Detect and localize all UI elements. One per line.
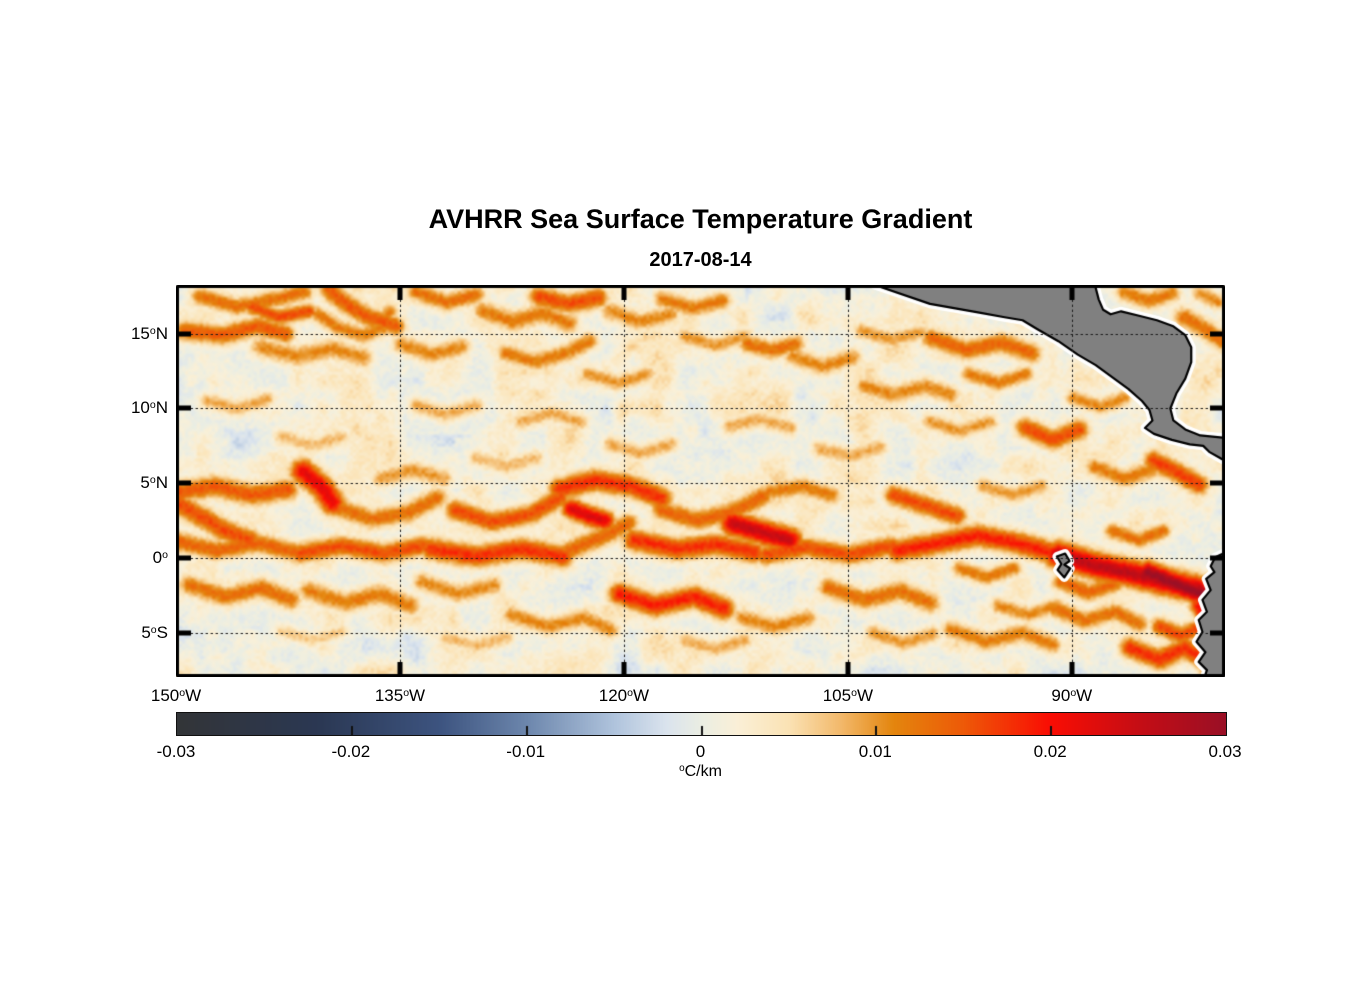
tick-value: 0	[152, 547, 163, 567]
degree-sup: o	[150, 623, 157, 636]
hemisphere: N	[155, 323, 168, 343]
hemisphere: W	[633, 686, 650, 705]
degree-sup: o	[627, 686, 633, 699]
colorbar-tick-label: 0.03	[1208, 742, 1242, 761]
degree-sup: o	[1070, 686, 1077, 699]
tick-value: 15	[130, 323, 150, 343]
x-axis-tick-label-105w: 105oW	[823, 685, 873, 707]
y-axis-tick-label-10n: 10oN	[98, 397, 168, 419]
degree-sup: o	[149, 324, 156, 337]
tick-value: 150	[150, 686, 180, 705]
hemisphere: W	[409, 686, 426, 705]
degree-sup: o	[162, 548, 168, 561]
tick-value: 120	[598, 686, 628, 705]
hemisphere: S	[156, 622, 168, 642]
colorbar-tick-label: -0.02	[331, 742, 371, 761]
x-axis-tick-label-90w: 90oW	[1051, 685, 1092, 707]
unit-text: C/km	[684, 763, 722, 780]
colorbar-tick-label: 0.01	[858, 742, 892, 761]
colorbar	[176, 712, 1227, 736]
tick-value: 90	[1051, 686, 1071, 705]
colorbar-tick-label: -0.03	[156, 742, 196, 761]
x-axis-tick-label-120w: 120oW	[599, 685, 649, 707]
hemisphere: W	[1076, 686, 1093, 705]
hemisphere: N	[155, 473, 168, 493]
y-axis-tick-label-0: 0o	[98, 547, 168, 569]
degree-sup: o	[179, 686, 186, 699]
degree-sup: o	[679, 763, 685, 775]
hemisphere: W	[856, 686, 873, 705]
x-axis-tick-label-150w: 150oW	[151, 685, 201, 707]
degree-sup: o	[149, 399, 156, 412]
colorbar-unit-label: oC/km	[176, 763, 1225, 781]
tick-value: 135	[374, 686, 404, 705]
tick-value: 10	[130, 398, 150, 418]
colorbar-tick-label: -0.01	[506, 742, 546, 761]
tick-value: 105	[822, 686, 852, 705]
chart-title: AVHRR Sea Surface Temperature Gradient	[428, 204, 973, 234]
degree-sup: o	[403, 686, 410, 699]
x-axis-tick-label-135w: 135oW	[375, 685, 425, 707]
colorbar-tick-label: 0.02	[1033, 742, 1067, 761]
colorbar-tick-label: 0	[695, 742, 706, 761]
y-axis-tick-label-5n: 5oN	[98, 472, 168, 494]
hemisphere: N	[155, 398, 168, 418]
y-axis-tick-label-5s: 5oS	[98, 622, 168, 644]
sst-gradient-heatmap	[176, 285, 1225, 677]
y-axis-tick-label-15n: 15oN	[98, 323, 168, 345]
hemisphere: W	[185, 686, 202, 705]
degree-sup: o	[851, 686, 857, 699]
tick-value: 5	[140, 473, 150, 493]
degree-sup: o	[149, 474, 156, 487]
chart-subtitle-date: 2017-08-14	[649, 249, 752, 271]
tick-value: 5	[141, 622, 151, 642]
